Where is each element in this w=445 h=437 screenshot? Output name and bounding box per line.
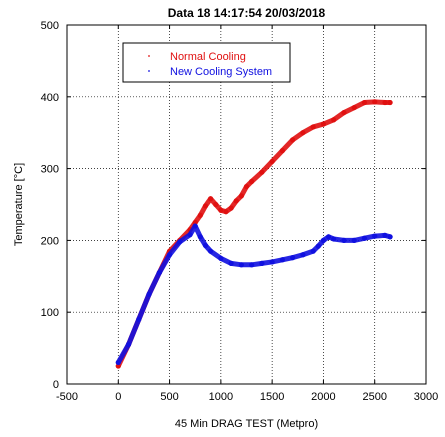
data-point [351,237,357,243]
data-point [197,234,203,240]
data-point [202,203,209,209]
x-tick-label: 2000 [311,391,335,403]
data-point [213,201,219,208]
data-point [361,235,368,241]
data-point [115,363,121,369]
data-point [310,124,316,130]
data-point [177,239,183,245]
data-point [372,233,378,239]
x-tick-label: 1000 [209,391,233,403]
data-point [351,104,357,111]
series-new-cooling-system [115,223,393,366]
chart-title: Data 18 14:17:54 20/03/2018 [168,6,326,20]
data-point [290,255,296,261]
data-point [341,237,347,243]
legend-marker-normal-cooling [148,55,150,57]
data-point [341,109,347,116]
data-point [290,137,296,143]
data-point [146,291,152,297]
data-point [187,232,193,238]
data-point [269,259,275,265]
data-point [233,198,239,204]
legend-box [122,42,291,83]
data-point [192,223,198,229]
data-point [192,219,198,226]
x-tick-label: -500 [56,391,78,403]
data-point [300,130,306,136]
data-point [331,236,337,242]
data-point [166,252,173,258]
y-tick-label: 300 [41,164,59,176]
data-point [279,257,285,263]
data-point [208,196,214,202]
data-point [136,316,142,322]
legend-label-normal-cooling: Normal Cooling [170,51,246,63]
data-point [331,117,337,123]
data-point [387,234,393,240]
data-point [125,341,132,348]
plot-frame [66,24,427,385]
data-point [249,262,255,268]
data-point [259,169,265,175]
data-point [325,234,332,240]
data-point [208,248,214,254]
series-line [115,99,393,369]
x-tick-label: 500 [160,391,178,403]
data-point [372,99,378,105]
x-tick-label: 2500 [362,391,386,403]
data-point [269,158,275,165]
y-tick-label: 500 [41,20,59,32]
x-axis-label: 45 Min DRAG TEST (Metpro) [175,418,318,430]
y-tick-label: 400 [41,92,59,104]
series-normal-cooling [115,99,393,369]
data-point [361,99,368,106]
data-point [228,205,234,211]
x-tick-label: 3000 [414,391,438,403]
data-point [300,252,306,258]
y-tick-label: 100 [41,307,59,319]
data-point [218,207,224,213]
data-point [315,243,321,249]
legend: Normal Cooling New Cooling System [122,42,291,83]
data-point [320,121,327,127]
y-tick-label: 200 [41,235,59,247]
legend-label-new-cooling-system: New Cooling System [170,66,272,78]
data-point [238,193,244,199]
data-point [197,212,203,218]
data-point [202,242,209,249]
axis-ticks: -500 0 500 1000 1500 2000 2500 3000010020030040… [41,20,439,403]
data-point [249,178,255,185]
data-point [243,183,250,190]
data-point [218,255,224,261]
data-point [279,148,285,154]
data-point [228,260,234,266]
data-point [156,270,162,276]
x-tick-label: 0 [115,391,121,403]
data-point [320,237,327,243]
y-axis-label: Temperature [°C] [13,163,25,246]
series-layer [115,99,393,369]
data-point [310,248,316,254]
x-tick-label: 1500 [260,391,284,403]
data-point [223,209,229,215]
data-point [382,232,388,238]
data-point [382,99,388,106]
data-point [259,260,265,266]
data-point [238,262,244,268]
data-point [387,99,393,106]
data-point [115,359,121,366]
legend-marker-new-cooling-system [148,70,150,72]
series-line [115,223,393,365]
y-tick-label: 0 [53,379,59,391]
